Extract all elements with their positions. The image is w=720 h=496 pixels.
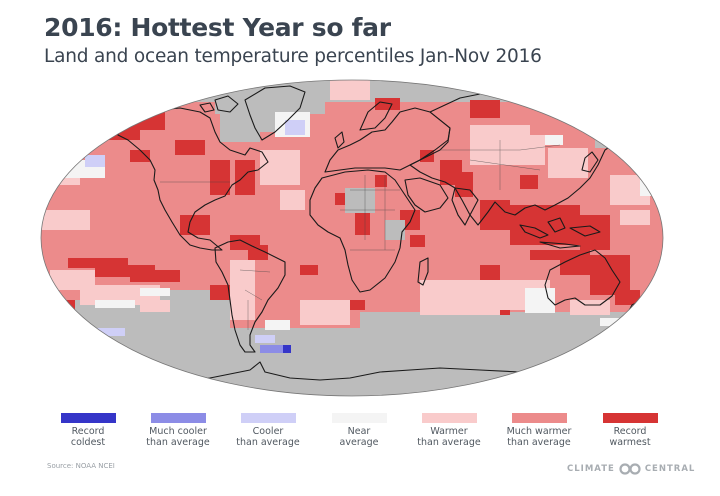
legend-swatch [60,413,116,423]
legend-swatch [240,413,296,423]
legend-item-much-warmer: Much warmer than average [494,413,584,448]
legend-item-much-cooler: Much cooler than average [133,413,223,448]
source-credit: Source: NOAA NCEI [47,462,115,470]
climate-central-logo: CLIMATE CENTRAL [567,463,696,475]
country-borders [160,140,561,330]
legend-item-record-coldest: Record coldest [43,413,133,448]
page-title: 2016: Hottest Year so far [44,13,391,42]
legend-item-cooler: Cooler than average [223,413,313,448]
legend-swatch [421,413,477,423]
legend-item-near-average: Near average [314,413,404,448]
globe-outline [40,79,664,397]
page-subtitle: Land and ocean temperature percentiles J… [44,46,542,67]
legend-item-record-warmest: Record warmest [585,413,675,448]
legend-swatch [602,413,658,423]
legend-swatch [150,413,206,423]
logo-rings-icon [619,463,641,475]
legend-swatch [511,413,567,423]
legend-swatch [331,413,387,423]
legend-item-warmer: Warmer than average [404,413,494,448]
coastline-outlines [117,85,641,387]
